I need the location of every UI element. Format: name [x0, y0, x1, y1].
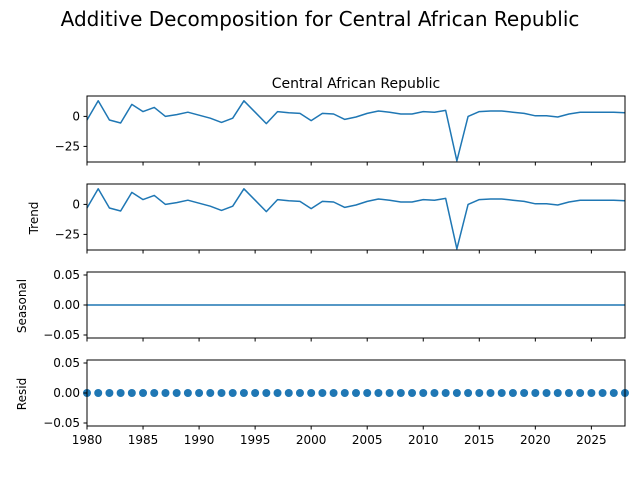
xtick-label-2015: 2015	[464, 433, 495, 447]
resid-point-2009	[408, 389, 417, 397]
resid-point-1981	[94, 389, 103, 397]
xtick-label-1995: 1995	[240, 433, 271, 447]
resid-point-2019	[520, 389, 529, 397]
resid-point-1990	[195, 389, 204, 397]
ytick-label-resid-0: 0.05	[53, 356, 80, 370]
ytick-label-observed-1: −25	[55, 139, 80, 153]
resid-point-2016	[486, 389, 495, 397]
ytick-label-observed-0: 0	[72, 109, 80, 123]
resid-point-1995	[251, 389, 260, 397]
resid-point-2022	[553, 389, 562, 397]
resid-point-1996	[262, 389, 271, 397]
resid-point-2023	[564, 389, 573, 397]
resid-point-2011	[430, 389, 439, 397]
resid-point-2021	[542, 389, 551, 397]
resid-point-2013	[452, 389, 461, 397]
resid-point-2014	[464, 389, 473, 397]
resid-point-2002	[329, 389, 338, 397]
resid-point-2017	[497, 389, 506, 397]
resid-point-1993	[228, 389, 237, 397]
axes-frame-observed	[86, 95, 626, 163]
ylabel-trend: Trend	[27, 202, 41, 236]
resid-point-1997	[273, 389, 282, 397]
ytick-label-trend-0: 0	[72, 197, 80, 211]
resid-point-1991	[206, 389, 215, 397]
xtick-label-2010: 2010	[408, 433, 439, 447]
xtick-label-1985: 1985	[128, 433, 159, 447]
panels-group: 0 −25 0 −25 0.05 0.00 −0.05 0.05 0.00 −0.05 1980 19…	[43, 95, 629, 447]
resid-point-1987	[161, 389, 170, 397]
ylabel-resid: Resid	[15, 378, 29, 410]
resid-point-1983	[116, 389, 125, 397]
ytick-label-seasonal-1: 0.00	[53, 298, 80, 312]
resid-point-2012	[441, 389, 450, 397]
resid-point-1989	[183, 389, 192, 397]
resid-point-2000	[307, 389, 316, 397]
xtick-label-2005: 2005	[352, 433, 383, 447]
resid-point-2015	[475, 389, 484, 397]
resid-point-2027	[609, 389, 618, 397]
series-line-trend	[86, 188, 626, 250]
xtick-label-1990: 1990	[184, 433, 215, 447]
resid-point-2020	[531, 389, 540, 397]
axes-frame-trend	[86, 183, 626, 251]
xtick-label-2025: 2025	[576, 433, 607, 447]
resid-point-1992	[217, 389, 226, 397]
resid-point-1994	[239, 389, 248, 397]
ytick-label-resid-2: −0.05	[43, 416, 80, 430]
resid-point-1986	[150, 389, 159, 397]
resid-point-1999	[295, 389, 304, 397]
resid-point-2008	[396, 389, 405, 397]
resid-point-1988	[172, 389, 181, 397]
resid-point-2005	[363, 389, 372, 397]
ytick-label-seasonal-2: −0.05	[43, 328, 80, 342]
resid-point-1982	[105, 389, 114, 397]
xtick-label-2000: 2000	[296, 433, 327, 447]
resid-point-2018	[508, 389, 517, 397]
series-line-observed	[86, 100, 626, 162]
resid-point-2006	[374, 389, 383, 397]
resid-point-1985	[139, 389, 148, 397]
resid-point-2026	[598, 389, 607, 397]
xtick-label-2020: 2020	[520, 433, 551, 447]
resid-point-2007	[385, 389, 394, 397]
ytick-label-resid-1: 0.00	[53, 386, 80, 400]
chart-title: Additive Decomposition for Central Afric…	[61, 7, 580, 31]
ytick-label-trend-1: −25	[55, 227, 80, 241]
ylabel-seasonal: Seasonal	[15, 279, 29, 333]
resid-point-2025	[587, 389, 596, 397]
resid-point-2010	[419, 389, 428, 397]
xtick-label-1980: 1980	[72, 433, 103, 447]
ytick-label-seasonal-0: 0.05	[53, 268, 80, 282]
resid-point-1984	[127, 389, 136, 397]
panel-title-observed: Central African Republic	[272, 76, 441, 92]
resid-point-2003	[340, 389, 349, 397]
resid-point-2001	[318, 389, 327, 397]
resid-point-1998	[284, 389, 293, 397]
resid-point-2024	[576, 389, 585, 397]
resid-point-2004	[352, 389, 360, 397]
